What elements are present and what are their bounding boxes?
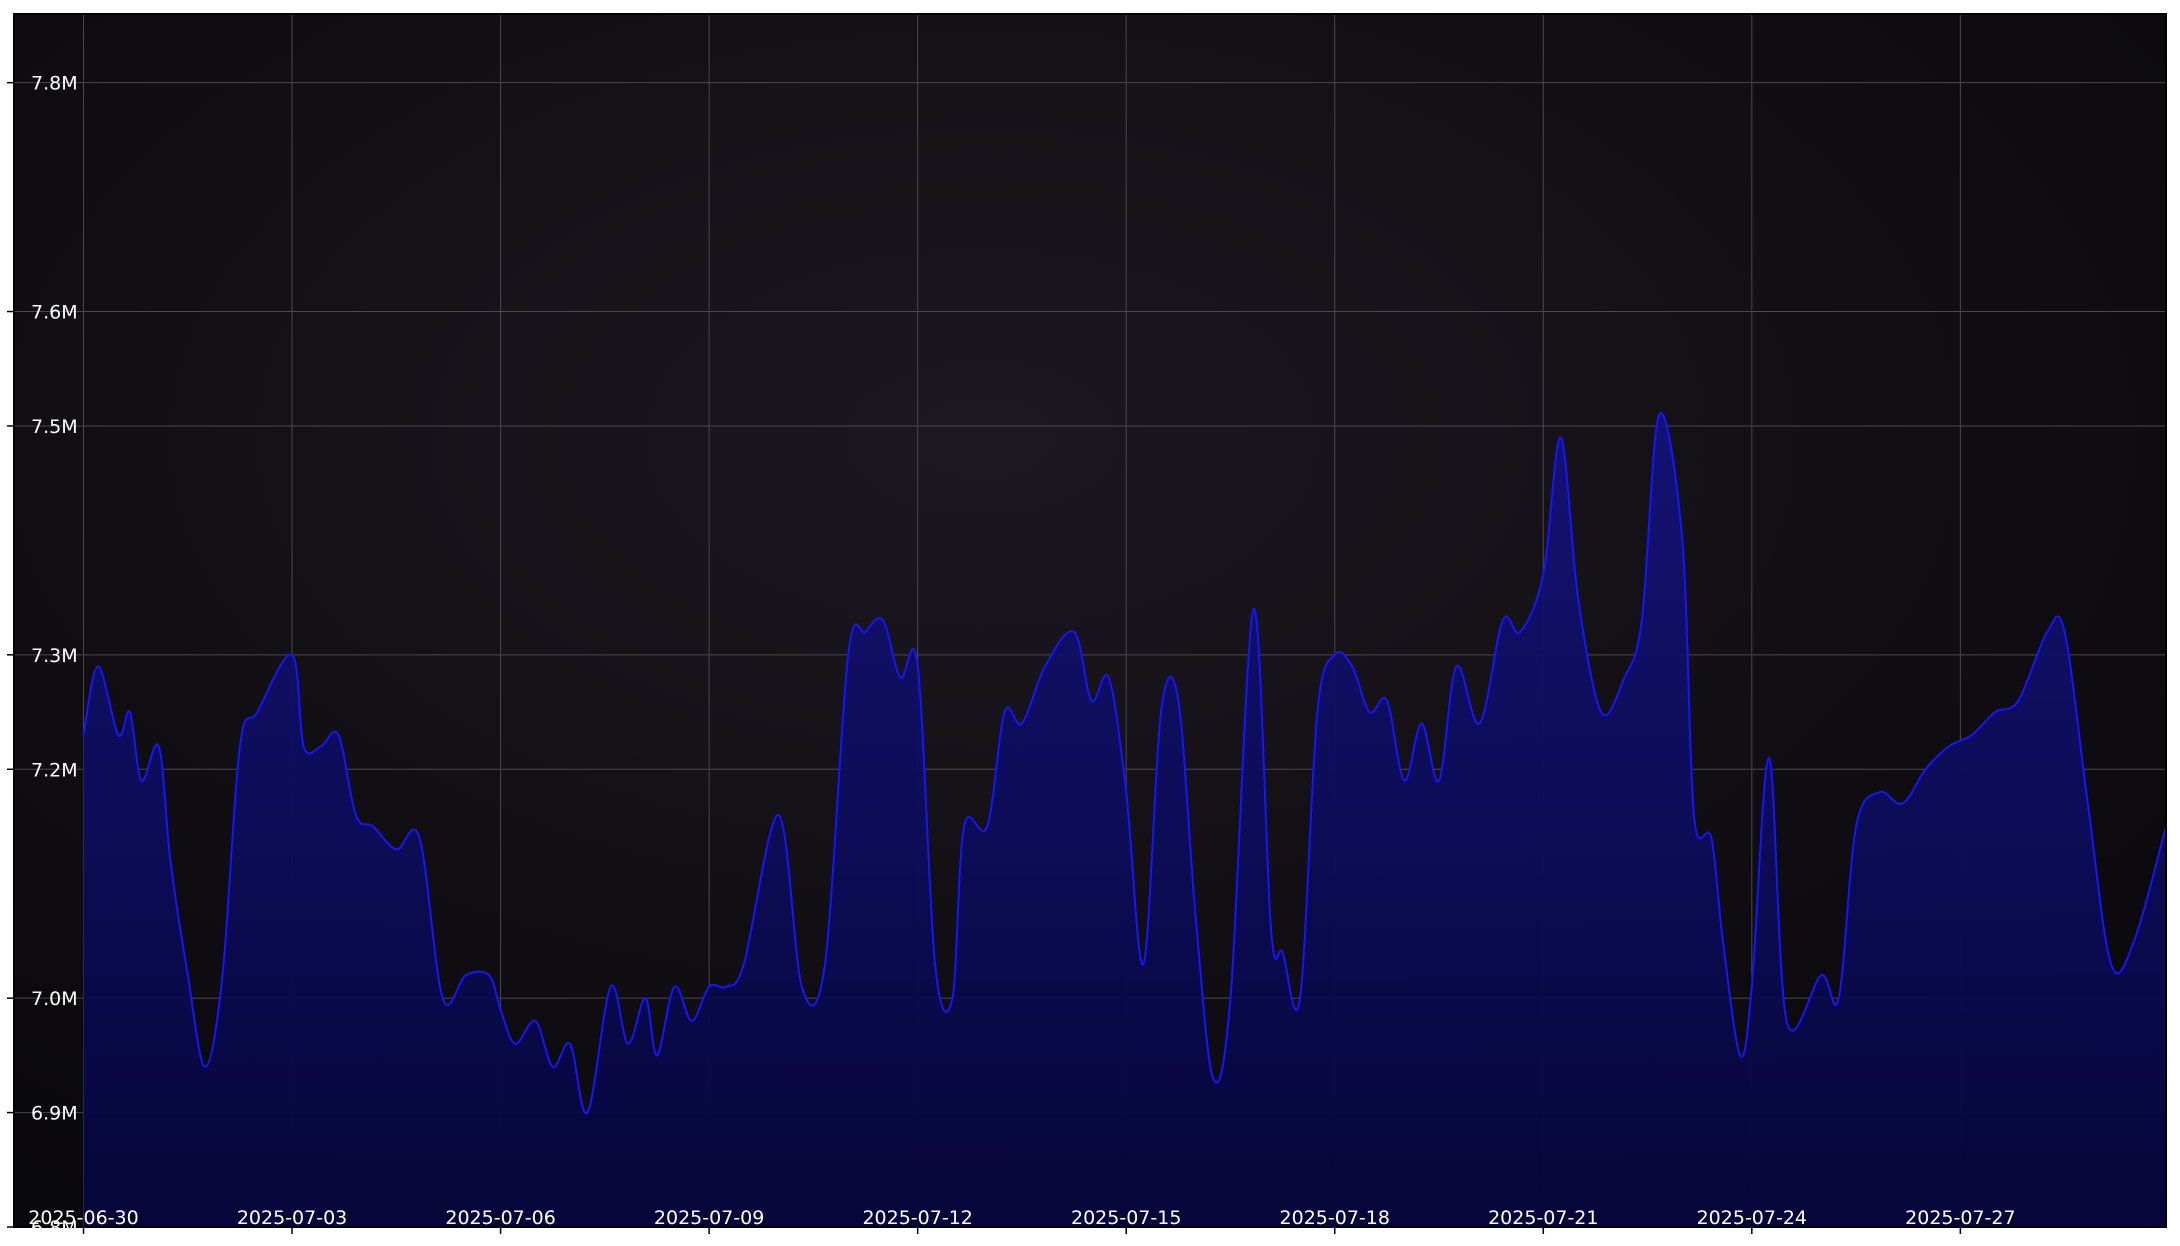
y-tick-label: 7.0M — [31, 988, 78, 1010]
x-tick-label: 2025-07-27 — [1905, 1207, 2015, 1229]
plot-frame — [13, 13, 2167, 1228]
y-tick-label: 7.5M — [31, 416, 78, 438]
series-area-fill — [83, 412, 2166, 1228]
y-tick-label: 7.8M — [31, 73, 78, 95]
y-tick-label: 6.9M — [31, 1103, 78, 1125]
y-tick-label: 6.8M — [31, 1217, 78, 1239]
x-tick-label: 2025-07-03 — [237, 1207, 347, 1229]
x-tick-label: 2025-07-21 — [1488, 1207, 1598, 1229]
series-area — [83, 412, 2166, 1228]
x-tick-label: 2025-06-30 — [28, 1207, 138, 1229]
x-tick-label: 2025-07-09 — [654, 1207, 764, 1229]
series-line — [82, 411, 2167, 1115]
x-tick-label: 2025-07-24 — [1697, 1207, 1807, 1229]
y-tick-label: 7.6M — [31, 302, 78, 324]
x-tick-label: 2025-07-12 — [862, 1207, 972, 1229]
y-tick-label: 7.2M — [31, 759, 78, 781]
x-tick-label: 2025-07-18 — [1280, 1207, 1390, 1229]
x-axis: 2025-06-30 2025-07-03 2025-07-06 2025-07-09… — [28, 1207, 2016, 1234]
x-tick-label: 2025-07-06 — [445, 1207, 555, 1229]
y-tick-label: 7.3M — [31, 645, 78, 667]
y-axis: 6.8M 6.9M 7.0M 7.2M 7.3M 7.5M 7.6M 7.8M — [7, 73, 78, 1239]
x-tick-label: 2025-07-15 — [1071, 1207, 1181, 1229]
series-line-group — [82, 411, 2167, 1115]
